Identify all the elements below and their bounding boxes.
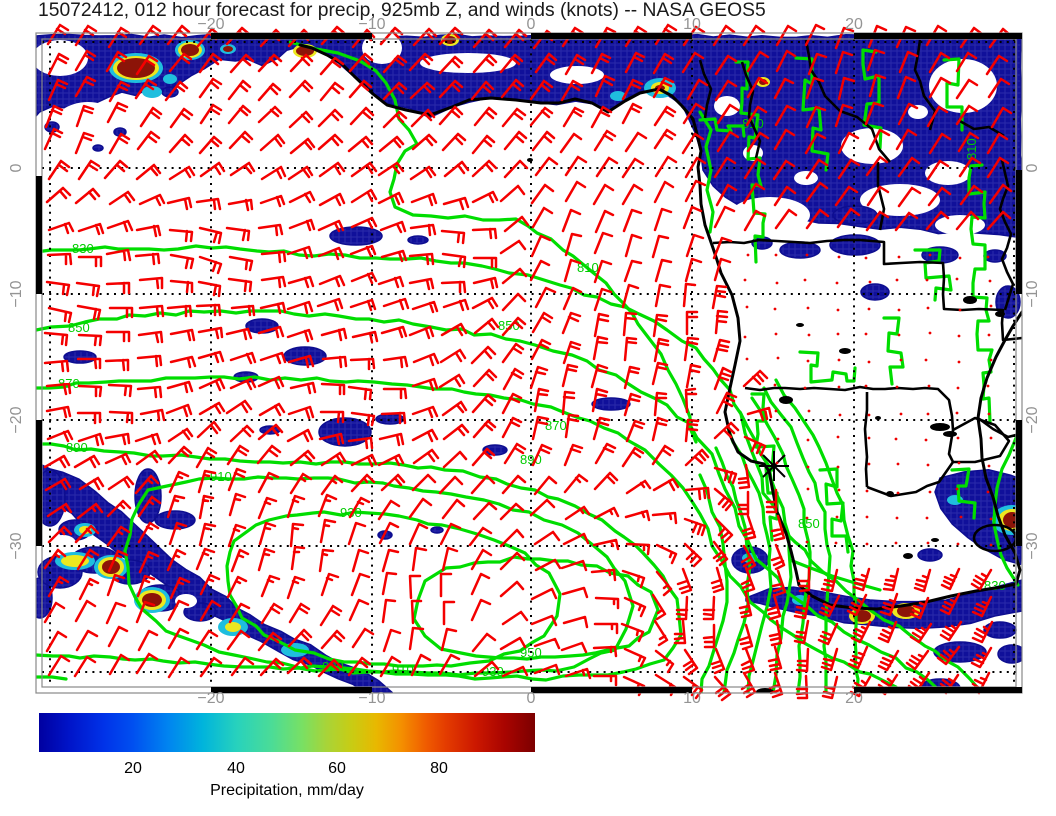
svg-text:20: 20 <box>124 760 142 777</box>
svg-text:10: 10 <box>683 690 701 707</box>
svg-text:10: 10 <box>683 16 701 33</box>
svg-text:−10: −10 <box>8 280 25 307</box>
svg-text:930: 930 <box>340 505 362 520</box>
svg-text:−10: −10 <box>1024 280 1041 307</box>
svg-text:−20: −20 <box>197 690 224 707</box>
svg-text:−20: −20 <box>197 16 224 33</box>
svg-text:810: 810 <box>577 260 599 275</box>
svg-text:−30: −30 <box>1024 532 1041 559</box>
svg-text:40: 40 <box>227 760 245 777</box>
svg-text:−10: −10 <box>358 16 385 33</box>
svg-text:80: 80 <box>430 760 448 777</box>
svg-text:20: 20 <box>845 16 863 33</box>
svg-text:850: 850 <box>68 320 90 335</box>
svg-text:910: 910 <box>392 662 414 677</box>
svg-text:910: 910 <box>210 469 232 484</box>
svg-text:−20: −20 <box>1024 406 1041 433</box>
svg-text:15072412, 012 hour forecast fo: 15072412, 012 hour forecast for precip, … <box>38 0 766 21</box>
svg-text:0: 0 <box>8 163 25 172</box>
svg-text:890: 890 <box>66 440 88 455</box>
svg-text:870: 870 <box>545 418 567 433</box>
svg-text:0: 0 <box>527 690 536 707</box>
svg-text:−10: −10 <box>358 690 385 707</box>
svg-text:−30: −30 <box>8 532 25 559</box>
svg-text:20: 20 <box>845 690 863 707</box>
svg-text:850: 850 <box>798 516 820 531</box>
svg-text:0: 0 <box>1024 163 1041 172</box>
svg-text:810: 810 <box>964 138 979 160</box>
svg-text:Precipitation, mm/day: Precipitation, mm/day <box>210 782 364 799</box>
svg-text:60: 60 <box>328 760 346 777</box>
svg-text:−20: −20 <box>8 406 25 433</box>
svg-text:0: 0 <box>527 16 536 33</box>
svg-text:830: 830 <box>72 241 94 256</box>
